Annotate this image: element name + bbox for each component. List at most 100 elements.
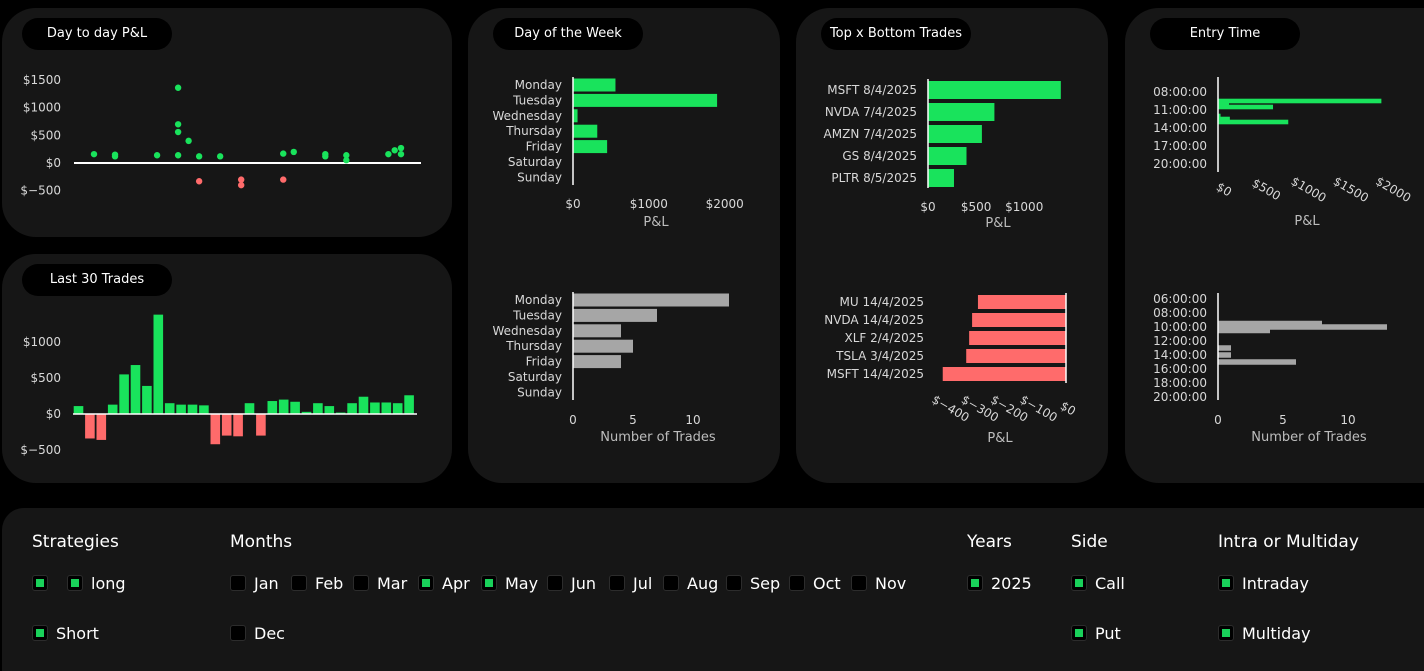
bar — [301, 411, 312, 414]
data-point — [237, 181, 245, 189]
side-option-put[interactable]: Put — [1071, 623, 1121, 643]
checkbox[interactable] — [481, 575, 497, 591]
checkbox[interactable] — [32, 625, 48, 641]
data-point — [174, 128, 182, 136]
checkbox[interactable] — [1218, 625, 1234, 641]
month-option-apr[interactable]: Apr — [418, 573, 470, 593]
month-option-sep[interactable]: Sep — [726, 573, 780, 593]
x-tick-label: $1000 — [1289, 174, 1329, 205]
intra-option-intraday[interactable]: Intraday — [1218, 573, 1309, 593]
y-tick-label: 20:00:00 — [1153, 157, 1207, 171]
card-title: Last 30 Trades — [22, 264, 172, 296]
category-label: Monday — [515, 78, 562, 92]
x-axis-label: P&L — [1294, 214, 1320, 229]
month-option-jul[interactable]: Jul — [609, 573, 652, 593]
checkbox[interactable] — [67, 575, 83, 591]
x-tick-label: $0 — [920, 200, 935, 214]
bar — [573, 93, 718, 107]
month-option-oct[interactable]: Oct — [789, 573, 841, 593]
checkbox[interactable] — [726, 575, 742, 591]
checkbox[interactable] — [1218, 575, 1234, 591]
month-option-jun[interactable]: Jun — [547, 573, 596, 593]
checkbox[interactable] — [230, 625, 246, 641]
y-tick-label: 16:00:00 — [1153, 362, 1207, 376]
month-option-dec[interactable]: Dec — [230, 623, 285, 643]
daily-pnl-card: Day to day P&L — [2, 8, 452, 237]
bar — [107, 404, 118, 414]
category-label: NVDA 14/4/2025 — [824, 313, 924, 327]
data-point — [90, 150, 98, 158]
checkbox[interactable] — [609, 575, 625, 591]
strategy-option-short[interactable]: Short — [32, 623, 99, 643]
y-tick-label: $−500 — [20, 443, 61, 457]
y-tick-label: $1500 — [23, 73, 61, 87]
checkbox[interactable] — [1071, 575, 1087, 591]
checkbox[interactable] — [32, 575, 48, 591]
data-point — [391, 147, 398, 154]
checkbox[interactable] — [663, 575, 679, 591]
x-tick-label: $2000 — [706, 197, 744, 211]
checkbox[interactable] — [291, 575, 307, 591]
data-point — [343, 152, 350, 159]
checkbox[interactable] — [547, 575, 563, 591]
x-tick-label: 0 — [1214, 413, 1222, 427]
checkbox[interactable] — [230, 575, 246, 591]
intra-option-multiday[interactable]: Multiday — [1218, 623, 1311, 643]
card-title: Top x Bottom Trades — [821, 18, 971, 50]
month-option-feb[interactable]: Feb — [291, 573, 343, 593]
category-label: GS 8/4/2025 — [842, 149, 917, 163]
side-option-call[interactable]: Call — [1071, 573, 1125, 593]
checkbox[interactable] — [967, 575, 983, 591]
y-tick-label: 17:00:00 — [1153, 139, 1207, 153]
bar — [199, 405, 209, 414]
checkbox[interactable] — [418, 575, 434, 591]
bar — [573, 308, 657, 322]
bar — [972, 313, 1066, 327]
year-option-2025[interactable]: 2025 — [967, 573, 1032, 593]
y-tick-label: $1000 — [23, 335, 61, 349]
intra-title: Intra or Multiday — [1218, 532, 1359, 552]
bar — [244, 403, 255, 414]
bar — [164, 403, 175, 414]
checkbox[interactable] — [851, 575, 867, 591]
bar — [928, 169, 954, 187]
month-option-nov[interactable]: Nov — [851, 573, 906, 593]
bar — [573, 109, 578, 123]
category-label: Friday — [526, 140, 562, 154]
month-option-jan[interactable]: Jan — [230, 573, 279, 593]
data-point — [195, 178, 203, 185]
y-tick-label: $0 — [46, 156, 61, 170]
strategy-option[interactable] — [32, 573, 56, 593]
category-label: Saturday — [508, 155, 562, 169]
strategy-option-long[interactable]: long — [67, 573, 126, 593]
data-point — [322, 153, 329, 160]
y-tick-label: 11:00:00 — [1153, 103, 1207, 117]
bar — [969, 331, 1066, 345]
card-title: Day to day P&L — [22, 18, 172, 50]
month-option-may[interactable]: May — [481, 573, 538, 593]
y-tick-label: 14:00:00 — [1153, 348, 1207, 362]
y-tick-label: $0 — [46, 407, 61, 421]
x-tick-label: $500 — [961, 200, 992, 214]
data-point — [174, 121, 182, 128]
y-tick-label: 10:00:00 — [1153, 320, 1207, 334]
checkbox[interactable] — [353, 575, 369, 591]
y-tick-label: 12:00:00 — [1153, 334, 1207, 348]
bar — [96, 414, 107, 440]
y-tick-label: 08:00:00 — [1153, 306, 1207, 320]
month-option-mar[interactable]: Mar — [353, 573, 407, 593]
bar — [977, 295, 1066, 309]
bar — [1218, 98, 1382, 104]
checkbox[interactable] — [789, 575, 805, 591]
strategies-title: Strategies — [32, 532, 119, 552]
bar — [573, 124, 598, 138]
x-axis-label: P&L — [987, 431, 1013, 446]
checkbox[interactable] — [1071, 625, 1087, 641]
bar — [928, 103, 995, 121]
bar — [942, 367, 1066, 381]
bar — [85, 414, 95, 439]
bar — [573, 78, 616, 92]
month-option-aug[interactable]: Aug — [663, 573, 718, 593]
bar — [313, 403, 323, 414]
